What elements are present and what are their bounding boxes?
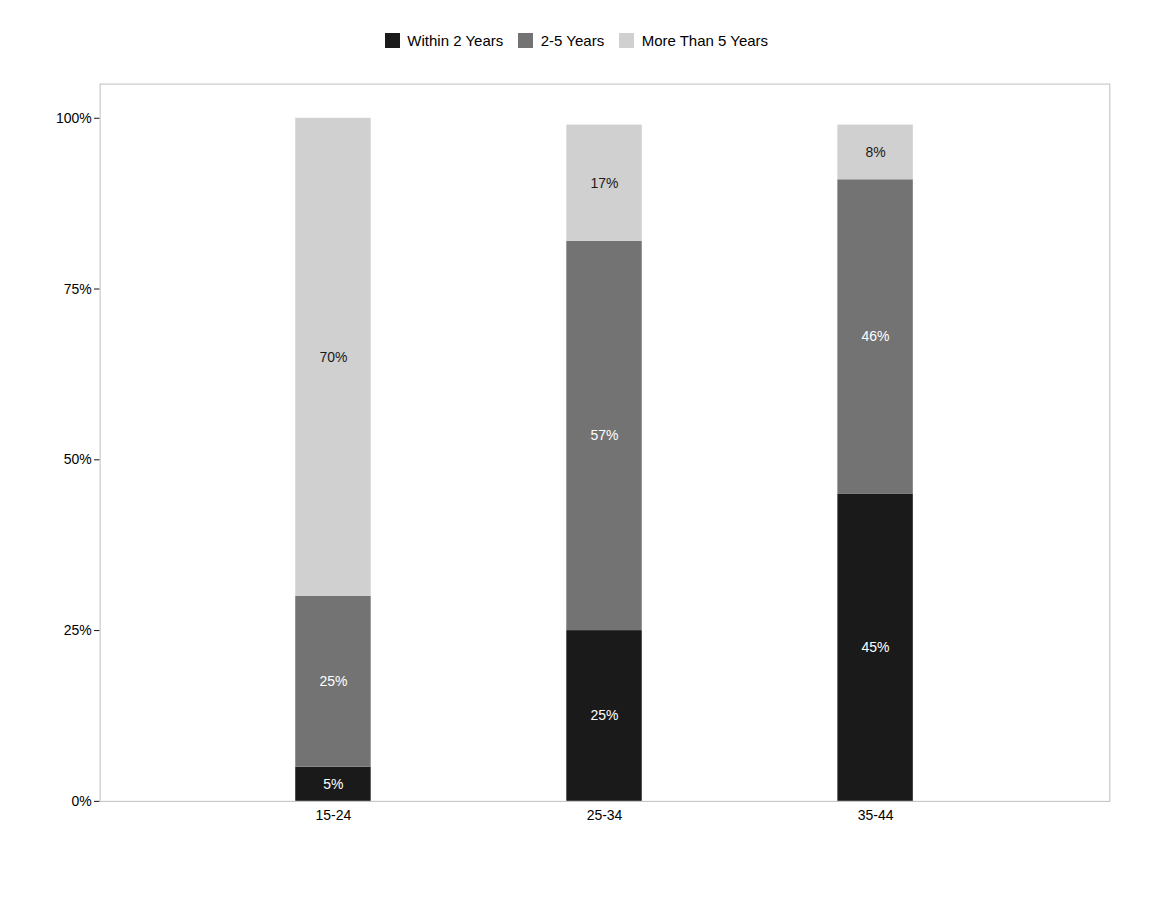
- svg-text:8%: 8%: [865, 144, 885, 160]
- svg-text:15-24: 15-24: [316, 807, 352, 823]
- svg-text:50%: 50%: [64, 451, 92, 467]
- svg-text:75%: 75%: [64, 280, 92, 296]
- svg-text:25%: 25%: [319, 673, 347, 689]
- svg-text:0%: 0%: [72, 793, 92, 809]
- svg-text:17%: 17%: [591, 175, 619, 191]
- svg-text:5%: 5%: [323, 776, 343, 792]
- svg-text:35-44: 35-44: [858, 807, 894, 823]
- html-text:More Than 5 Years: More Than 5 Years: [641, 32, 769, 49]
- svg-text:100%: 100%: [56, 110, 92, 126]
- svg-text:25%: 25%: [64, 622, 92, 638]
- svg-text:46%: 46%: [862, 328, 890, 344]
- html-text:2-5 Years: 2-5 Years: [540, 32, 605, 49]
- svg-text:25-34: 25-34: [587, 807, 623, 823]
- svg-text:57%: 57%: [591, 427, 619, 443]
- svg-text:45%: 45%: [862, 639, 890, 655]
- svg-text:70%: 70%: [319, 349, 347, 365]
- html-text:Within 2 Years: Within 2 Years: [407, 32, 504, 49]
- svg-text:25%: 25%: [591, 707, 619, 723]
